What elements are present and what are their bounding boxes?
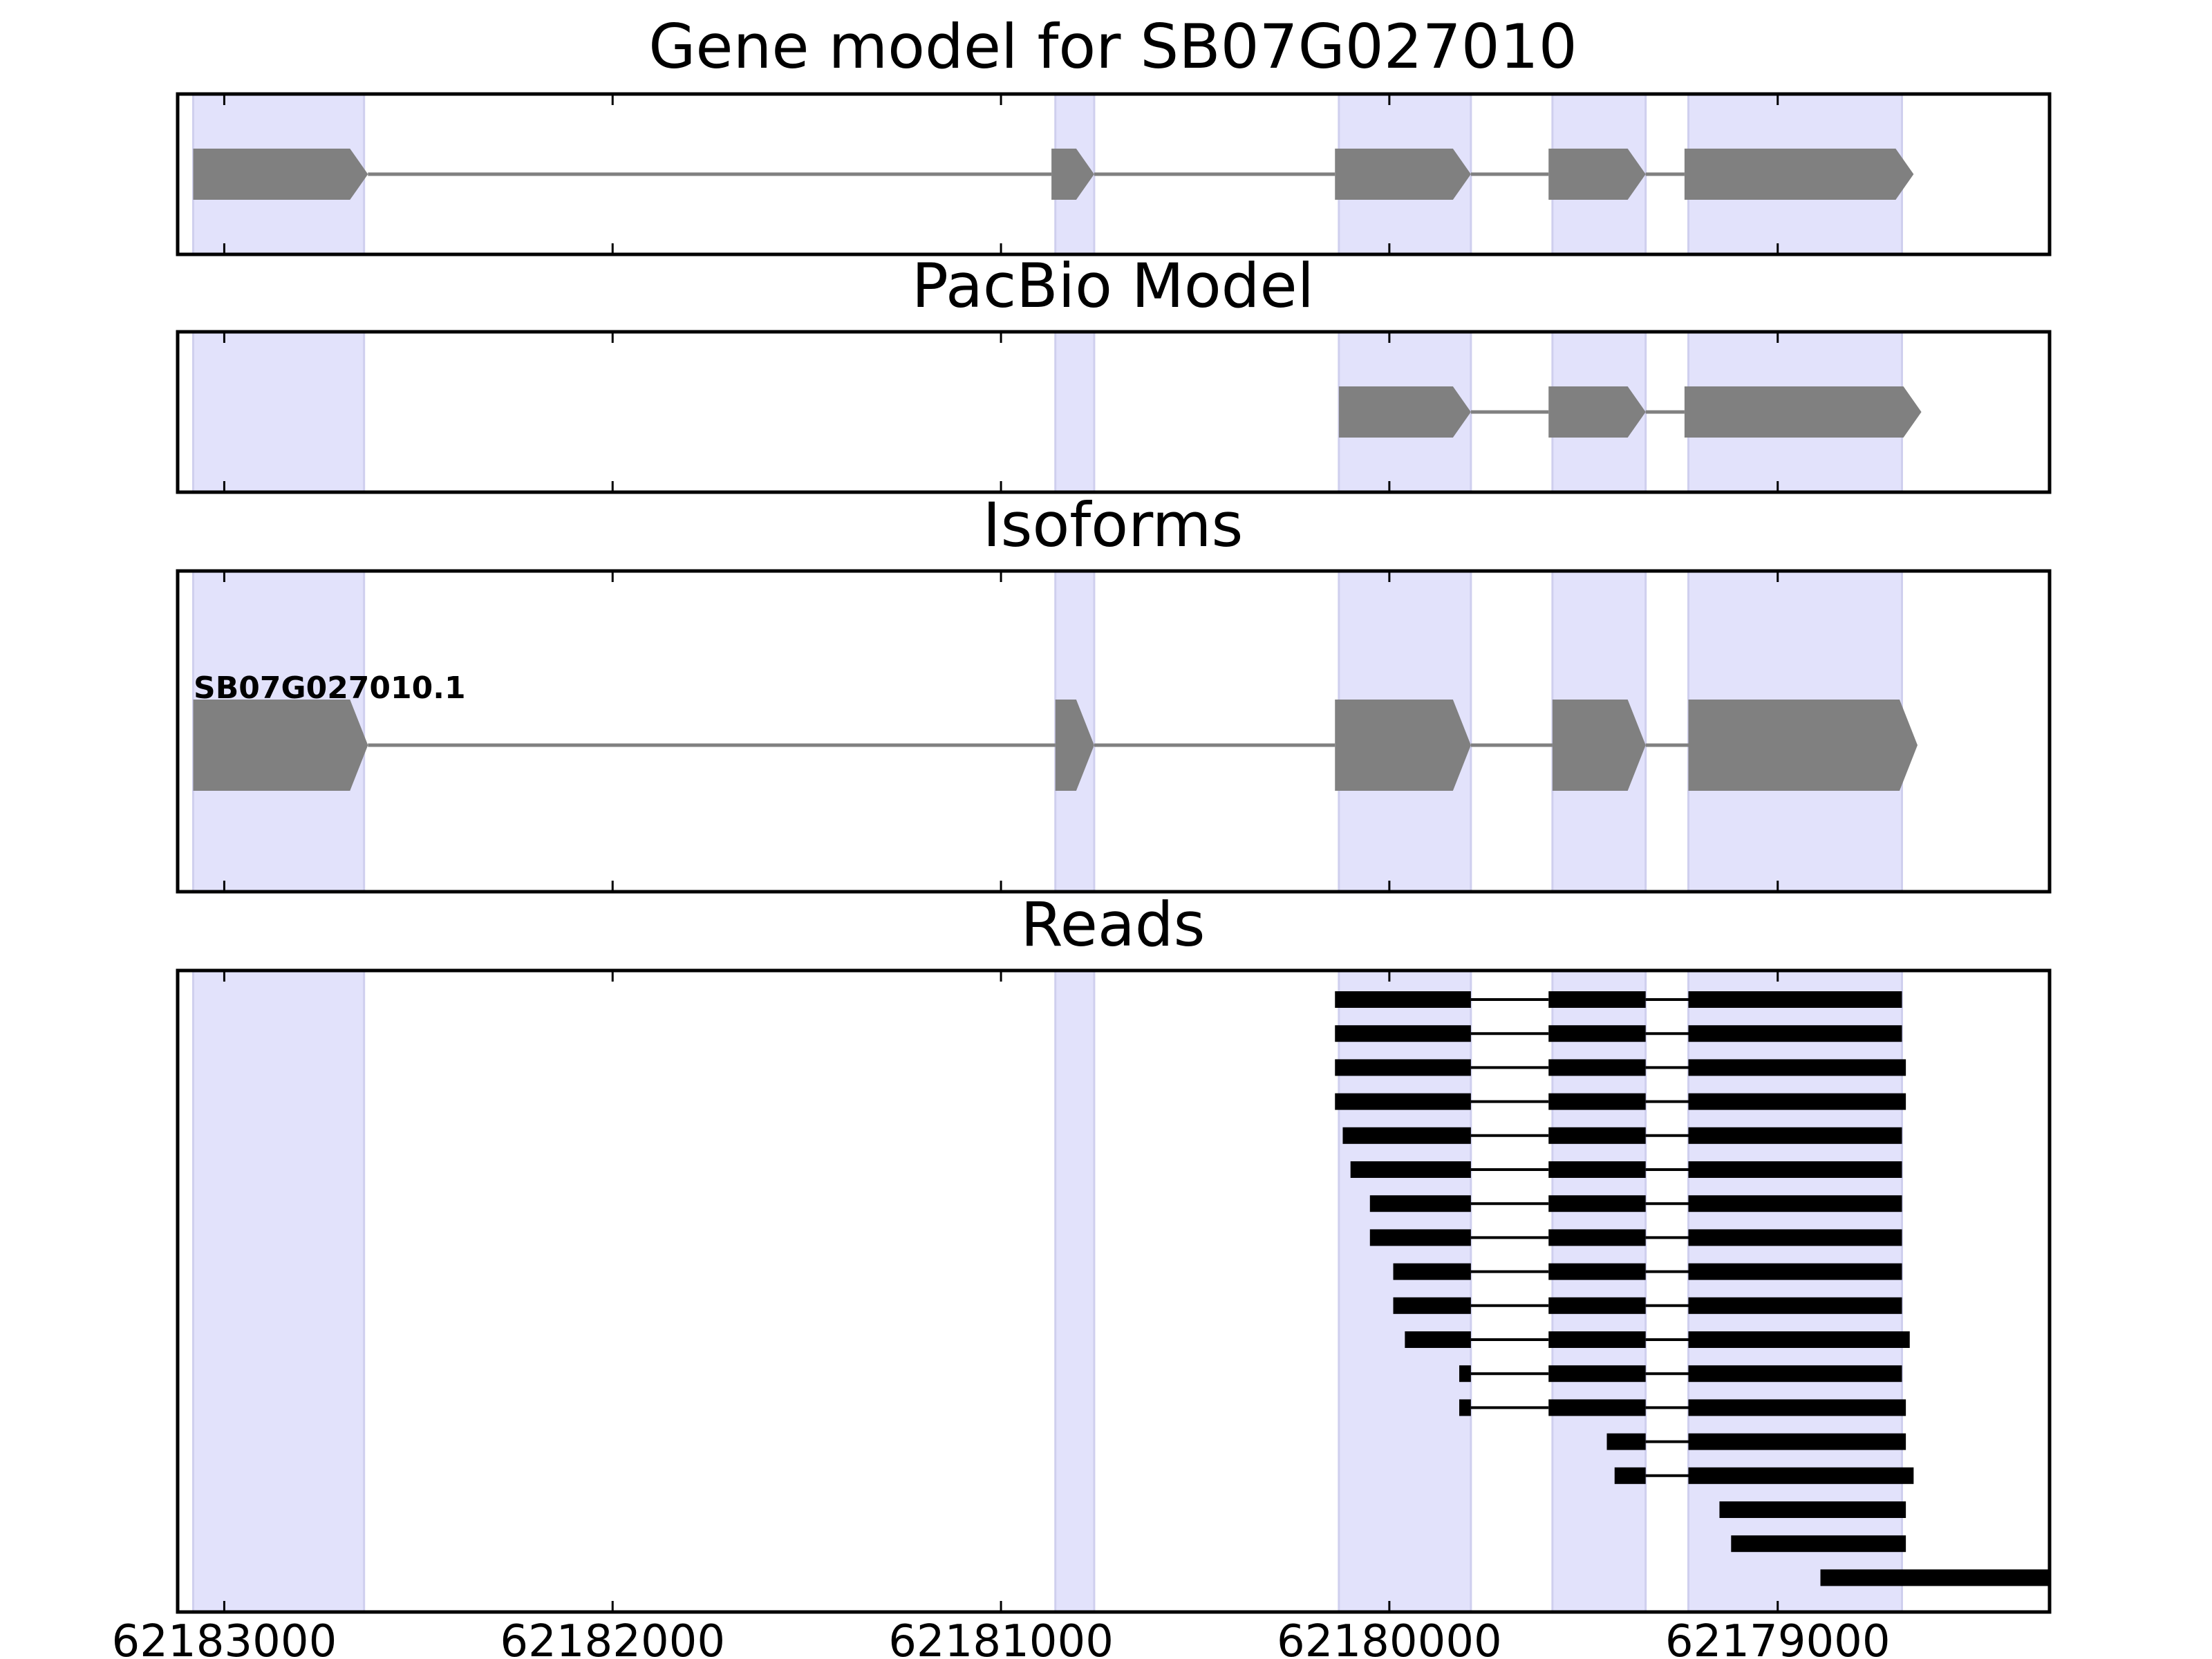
read-exon (1548, 1399, 1646, 1416)
read-exon (1459, 1399, 1471, 1416)
read-exon (1688, 1093, 1906, 1110)
read-exon (1548, 1127, 1646, 1144)
pacbio-model-ticks (223, 332, 1779, 492)
read-exon (1688, 1229, 1902, 1246)
read-exon (1548, 1263, 1646, 1280)
x-tick-label: 62179000 (1665, 1616, 1891, 1659)
read-exon (1548, 1331, 1646, 1348)
pacbio-model-exon (1338, 386, 1471, 438)
isoform-label: SB07G027010.1 (194, 671, 466, 706)
pacbio-model-panel: PacBio Model (176, 250, 2052, 494)
read-exon (1335, 1059, 1471, 1076)
read-exon (1548, 1365, 1646, 1382)
pacbio-model-exon (1548, 386, 1646, 438)
exon-highlight-band (1054, 969, 1096, 1613)
read-exon (1688, 1467, 1914, 1484)
reads-marks (1335, 991, 2050, 1586)
read-exon (1405, 1331, 1471, 1348)
gene-model-exon (1335, 149, 1471, 200)
x-tick-label: 62180000 (1277, 1616, 1502, 1659)
isoforms-title: Isoforms (983, 489, 1244, 561)
exon-highlight-band (191, 330, 366, 494)
read-exon (1731, 1535, 1906, 1553)
read-exon (1548, 1025, 1646, 1042)
read-exon (1393, 1297, 1471, 1314)
gene-model-frame (176, 92, 2052, 256)
reads-ticks (223, 971, 1779, 1612)
x-tick-label: 62183000 (112, 1616, 337, 1659)
isoforms-ticks (223, 571, 1779, 892)
read-exon (1548, 1161, 1646, 1178)
read-exon (1548, 1297, 1646, 1314)
gene-model-exon (1548, 149, 1646, 200)
isoform-exon (1552, 700, 1646, 791)
read-exon (1369, 1229, 1471, 1246)
isoform-exon (1055, 700, 1094, 791)
read-exon (1393, 1263, 1471, 1280)
read-exon (1688, 1263, 1902, 1280)
gene-model-exon (1684, 149, 1914, 200)
read-exon (1606, 1433, 1646, 1450)
pacbio-model-exon (1684, 386, 1922, 438)
read-exon (1335, 991, 1471, 1008)
pacbio-model-frame (176, 330, 2052, 494)
x-tick-label: 62181000 (888, 1616, 1114, 1659)
isoforms-panel: Isoforms SB07G027010.1 (176, 489, 2052, 894)
x-tick-label: 62182000 (500, 1616, 725, 1659)
read-exon (1335, 1025, 1471, 1042)
gene-model-panel: Gene model for SB07G027010 (176, 11, 2052, 256)
read-exon (1548, 1093, 1646, 1110)
gene-model-exon (193, 149, 368, 200)
read-exon (1614, 1467, 1646, 1484)
read-exon (1820, 1569, 2050, 1586)
read-exon (1688, 1365, 1902, 1382)
read-exon (1688, 1297, 1902, 1314)
reads-frame (176, 968, 2052, 1614)
read-exon (1688, 1025, 1902, 1042)
read-exon (1688, 1433, 1906, 1450)
read-exon (1342, 1127, 1471, 1144)
read-exon (1688, 1059, 1906, 1076)
read-exon (1548, 1059, 1646, 1076)
gene-model-title: Gene model for SB07G027010 (648, 11, 1577, 82)
read-exon (1688, 1127, 1902, 1144)
reads-panel: Reads (176, 889, 2052, 1614)
read-exon (1548, 1229, 1646, 1246)
read-exon (1688, 1331, 1910, 1348)
read-exon (1459, 1365, 1471, 1382)
read-exon (1548, 1195, 1646, 1212)
read-exon (1688, 1161, 1902, 1178)
pacbio-model-exons (1338, 386, 1922, 438)
read-exon (1369, 1195, 1471, 1212)
gene-model-exons (193, 149, 1914, 200)
read-exon (1688, 1399, 1906, 1416)
gene-model-ticks (223, 94, 1779, 254)
read-exon (1719, 1501, 1906, 1518)
read-exon (1335, 1093, 1471, 1110)
exon-highlight-band (1551, 969, 1647, 1613)
read-exon (1548, 991, 1646, 1008)
isoform-exon (193, 700, 368, 791)
isoforms-exons (193, 700, 1918, 791)
exon-highlight-band (191, 969, 366, 1613)
read-exon (1350, 1161, 1471, 1178)
isoform-exon (1335, 700, 1471, 791)
isoform-exon (1688, 700, 1918, 791)
gene-model-exon (1051, 149, 1094, 200)
read-exon (1688, 991, 1902, 1008)
exon-highlight-band (1054, 330, 1096, 494)
reads-title: Reads (1021, 889, 1206, 960)
isoforms-frame (176, 569, 2052, 894)
x-axis-tick-labels: 62183000 62182000 62181000 62180000 6217… (112, 1616, 1891, 1659)
read-exon (1688, 1195, 1902, 1212)
pacbio-model-title: PacBio Model (912, 250, 1314, 321)
